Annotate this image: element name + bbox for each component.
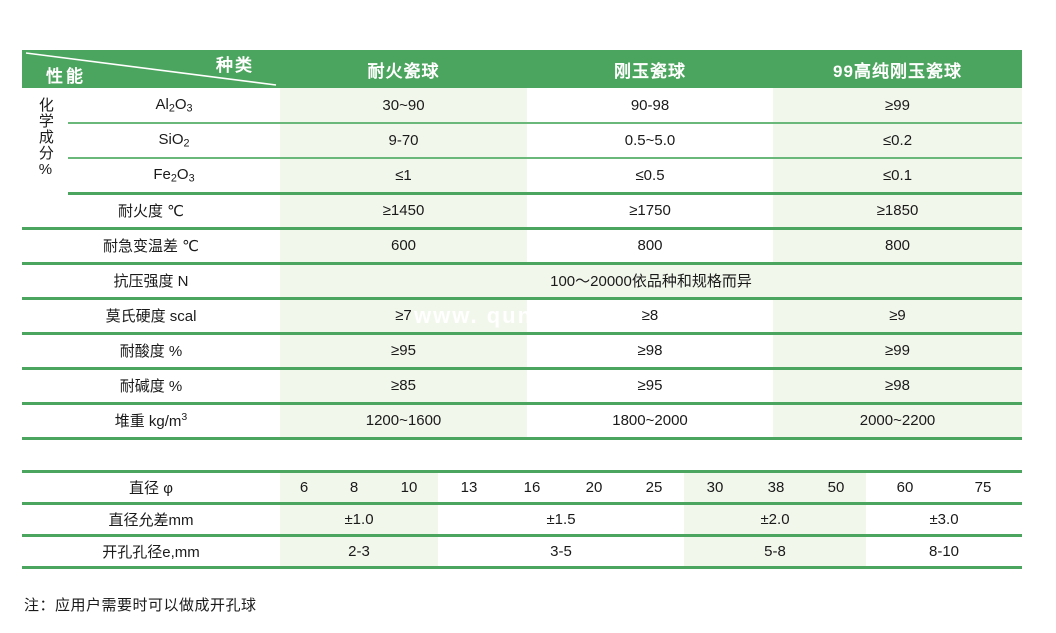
row-label-diameter: 直径 φ <box>22 470 280 505</box>
cell-hole-group-4: 8-10 <box>866 535 1022 569</box>
cell-hole-group-1: 2-3 <box>280 535 438 569</box>
diameter-value: 50 <box>806 470 866 505</box>
row-label-bulk-density: 堆重 kg/m3 <box>22 403 280 440</box>
diameter-value: 25 <box>624 470 684 505</box>
table-row: 化学成分% Al2O3 30~90 90-98 ≥99 <box>22 88 1022 193</box>
table-row: 耐火度 ℃ ≥1450 ≥1750 ≥1850 <box>22 193 1022 230</box>
diameter-value: 30 <box>684 470 746 505</box>
row-label-mohs-hardness: 莫氏硬度 scal <box>22 298 280 335</box>
cell-refractoriness-col3: ≥1850 <box>773 193 1022 230</box>
table-row: 耐酸度 % ≥95 ≥98 ≥99 <box>22 333 1022 370</box>
header-performance-label: 性能 <box>46 67 86 86</box>
header-column-2: 刚玉瓷球 <box>527 50 773 88</box>
chemical-composition-group-label: 化学成分% <box>22 88 68 193</box>
diameter-value: 20 <box>564 470 624 505</box>
cell-acid-resistance-col1: ≥95 <box>280 333 527 370</box>
cell-mohs-hardness-col3: ≥9 <box>773 298 1022 335</box>
cell-fe2o3-col2: ≤0.5 <box>527 158 773 195</box>
cell-bulk-density-col1: 1200~1600 <box>280 403 527 440</box>
cell-fe2o3-col3: ≤0.1 <box>773 158 1022 195</box>
diameter-value: 16 <box>500 470 564 505</box>
diameter-value: 60 <box>866 470 944 505</box>
cell-thermal-shock-col3: 800 <box>773 228 1022 265</box>
diagonal-divider-icon <box>25 52 277 86</box>
cell-alkali-resistance-col1: ≥85 <box>280 368 527 405</box>
cell-sio2-col1: 9-70 <box>280 123 527 159</box>
cell-tolerance-group-1: ±1.0 <box>280 503 438 537</box>
table-row: 堆重 kg/m3 1200~1600 1800~2000 2000~2200 <box>22 403 1022 440</box>
tolerance-row: 直径允差mm ±1.0 ±1.5 ±2.0 ±3.0 <box>22 503 1022 537</box>
cell-hole-group-3: 5-8 <box>684 535 866 569</box>
cell-sio2-col3: ≤0.2 <box>773 123 1022 159</box>
table-row: 抗压强度 N 100～20000依品种和规格而异 <box>22 263 1022 300</box>
table-row: 耐急变温差 ℃ 600 800 800 <box>22 228 1022 265</box>
specification-table: 性能 种类 耐火瓷球 刚玉瓷球 99高纯刚玉瓷球 化学成分% Al2O3 30~… <box>22 50 1022 440</box>
row-label-thermal-shock: 耐急变温差 ℃ <box>22 228 280 265</box>
cell-mohs-hardness-col1: ≥7 <box>280 298 527 335</box>
cell-tolerance-group-4: ±3.0 <box>866 503 1022 537</box>
row-label-compressive-strength: 抗压强度 N <box>22 263 280 300</box>
hole-diameter-row: 开孔孔径e,mm 2-3 3-5 5-8 8-10 <box>22 535 1022 569</box>
cell-sio2-col2: 0.5~5.0 <box>527 123 773 159</box>
cell-al2o3-col2: 90-98 <box>527 88 773 124</box>
diameter-value: 38 <box>746 470 806 505</box>
cell-thermal-shock-col2: 800 <box>527 228 773 265</box>
row-label-fe2o3: Fe2O3 <box>68 158 280 195</box>
cell-al2o3-col3: ≥99 <box>773 88 1022 124</box>
table-row: Fe2O3 ≤1 ≤0.5 ≤0.1 <box>22 158 1022 195</box>
cell-bulk-density-col3: 2000~2200 <box>773 403 1022 440</box>
cell-thermal-shock-col1: 600 <box>280 228 527 265</box>
cell-tolerance-group-3: ±2.0 <box>684 503 866 537</box>
cell-acid-resistance-col3: ≥99 <box>773 333 1022 370</box>
cell-bulk-density-col2: 1800~2000 <box>527 403 773 440</box>
cell-fe2o3-col1: ≤1 <box>280 158 527 195</box>
header-column-1: 耐火瓷球 <box>280 50 527 88</box>
cell-hole-group-2: 3-5 <box>438 535 684 569</box>
table-row: SiO2 9-70 0.5~5.0 ≤0.2 <box>22 123 1022 159</box>
row-label-sio2: SiO2 <box>68 123 280 159</box>
cell-alkali-resistance-col2: ≥95 <box>527 368 773 405</box>
row-label-acid-resistance: 耐酸度 % <box>22 333 280 370</box>
diameter-row: 直径 φ 6 8 10 13 16 20 25 30 38 50 60 75 <box>22 470 1022 505</box>
cell-acid-resistance-col2: ≥98 <box>527 333 773 370</box>
diameter-value: 13 <box>438 470 500 505</box>
cell-compressive-strength-span: 100～20000依品种和规格而异 <box>280 263 1022 300</box>
diameter-value: 75 <box>944 470 1022 505</box>
diameter-value: 8 <box>328 470 380 505</box>
footnote: 注：应用户需要时可以做成开孔球 <box>24 597 257 614</box>
row-label-diameter-tolerance: 直径允差mm <box>22 503 280 537</box>
row-label-hole-diameter: 开孔孔径e,mm <box>22 535 280 569</box>
cell-mohs-hardness-col2: ≥8 <box>527 298 773 335</box>
table-header-row: 性能 种类 耐火瓷球 刚玉瓷球 99高纯刚玉瓷球 <box>22 50 1022 88</box>
row-label-al2o3: Al2O3 <box>68 88 280 124</box>
header-column-3: 99高纯刚玉瓷球 <box>773 50 1022 88</box>
row-label-refractoriness: 耐火度 ℃ <box>22 193 280 230</box>
header-category-label: 种类 <box>216 56 254 75</box>
cell-refractoriness-col2: ≥1750 <box>527 193 773 230</box>
diameter-value: 10 <box>380 470 438 505</box>
table-row: 莫氏硬度 scal ≥7 ≥8 ≥9 <box>22 298 1022 335</box>
cell-al2o3-col1: 30~90 <box>280 88 527 124</box>
cell-alkali-resistance-col3: ≥98 <box>773 368 1022 405</box>
cell-refractoriness-col1: ≥1450 <box>280 193 527 230</box>
dimension-table: 直径 φ 6 8 10 13 16 20 25 30 38 50 60 75 直… <box>22 470 1022 569</box>
table-row: 耐碱度 % ≥85 ≥95 ≥98 <box>22 368 1022 405</box>
row-label-alkali-resistance: 耐碱度 % <box>22 368 280 405</box>
header-corner-cell: 性能 种类 <box>22 50 280 88</box>
cell-tolerance-group-2: ±1.5 <box>438 503 684 537</box>
diameter-value: 6 <box>280 470 328 505</box>
